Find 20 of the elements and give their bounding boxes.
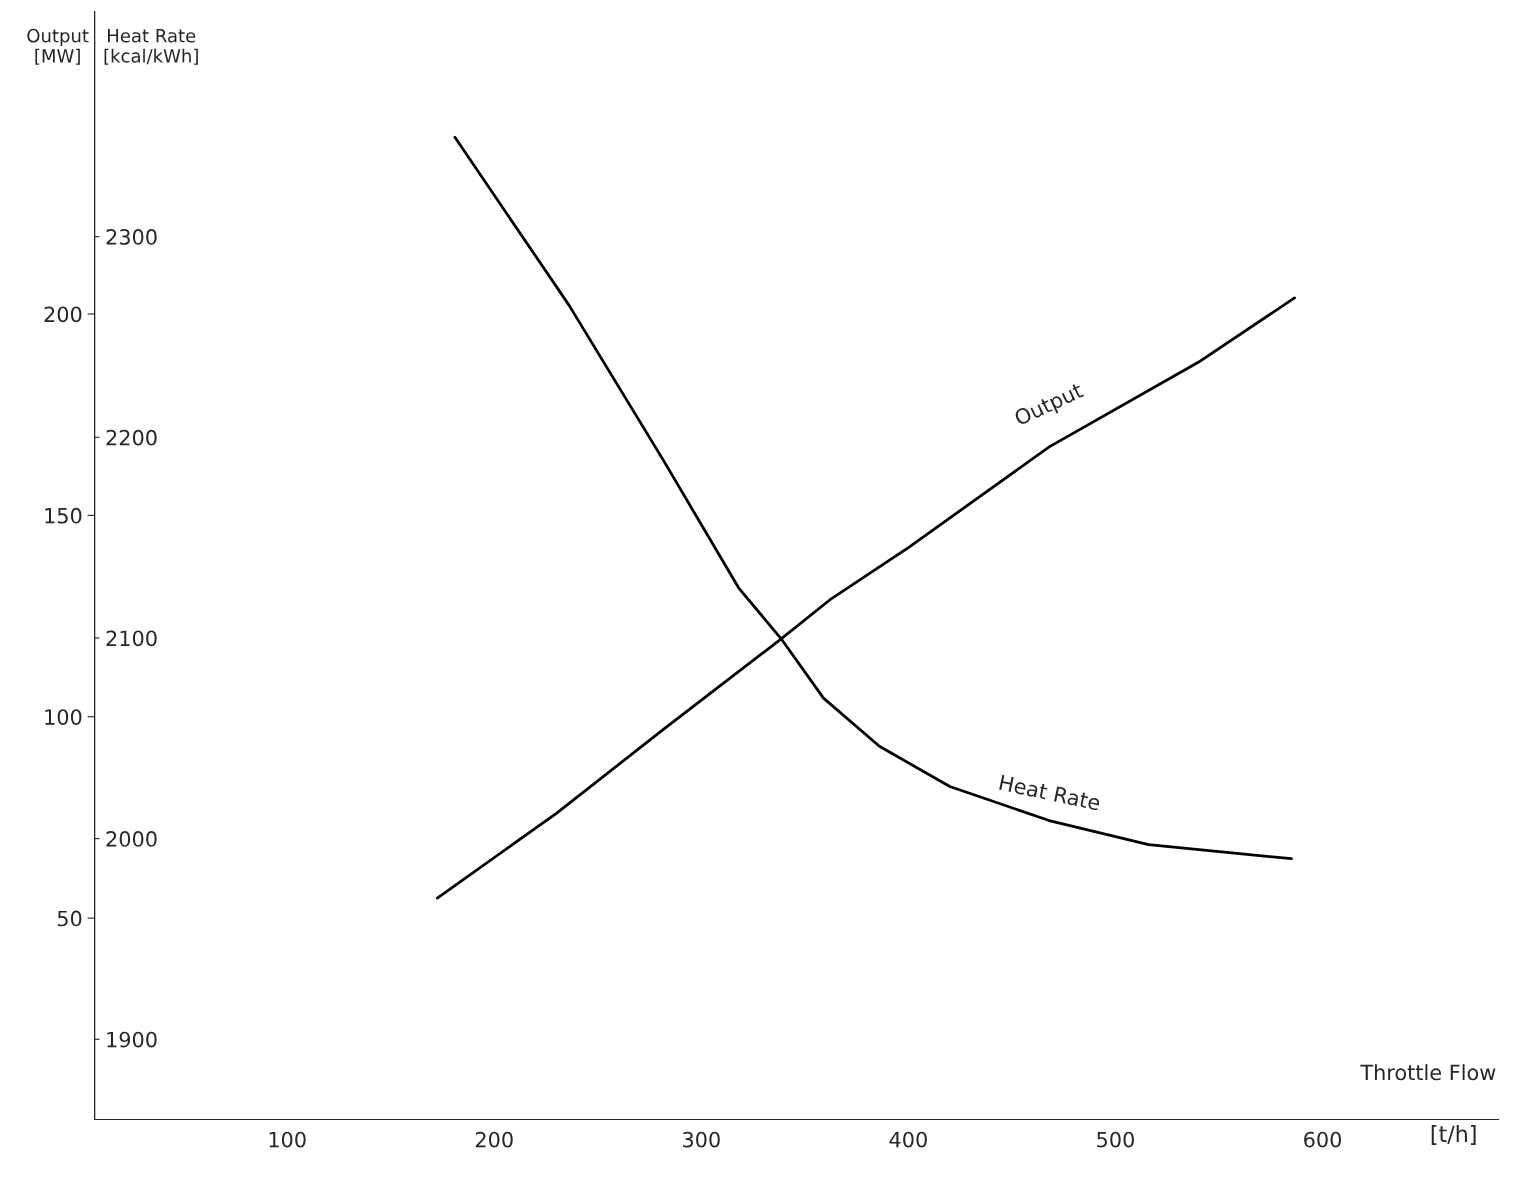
x-tick-label: 400 bbox=[889, 1131, 927, 1148]
x-tick-label: 100 bbox=[269, 1131, 306, 1148]
y-tick-label: 100 bbox=[45, 709, 82, 725]
y-tick-label: 50 bbox=[57, 910, 82, 927]
text: [t/h] bbox=[1431, 1125, 1476, 1145]
x-tick-label: 500 bbox=[1097, 1131, 1134, 1148]
x-tick-label: 600 bbox=[1304, 1131, 1342, 1148]
y2-tick-label: 1900 bbox=[107, 1031, 157, 1048]
y2-axis-title: Heat Rate [kcal/kWh] bbox=[104, 29, 198, 65]
y2-tick-label: 2000 bbox=[106, 831, 157, 847]
y2-tick-label: 2100 bbox=[106, 630, 157, 647]
x-tick-label: 200 bbox=[475, 1131, 513, 1148]
x-axis-title: Throttle Flow bbox=[1360, 1064, 1496, 1081]
text: Heat Rate bbox=[999, 774, 1101, 811]
y2-tick-label: 2300 bbox=[106, 229, 157, 245]
y-tick-label: 200 bbox=[44, 306, 82, 323]
y-tick-label: 150 bbox=[45, 507, 82, 524]
y2-tick-label: 2200 bbox=[106, 429, 157, 446]
x-tick-label: 300 bbox=[683, 1131, 720, 1148]
y-axis-title: Output [MW] bbox=[27, 28, 89, 65]
